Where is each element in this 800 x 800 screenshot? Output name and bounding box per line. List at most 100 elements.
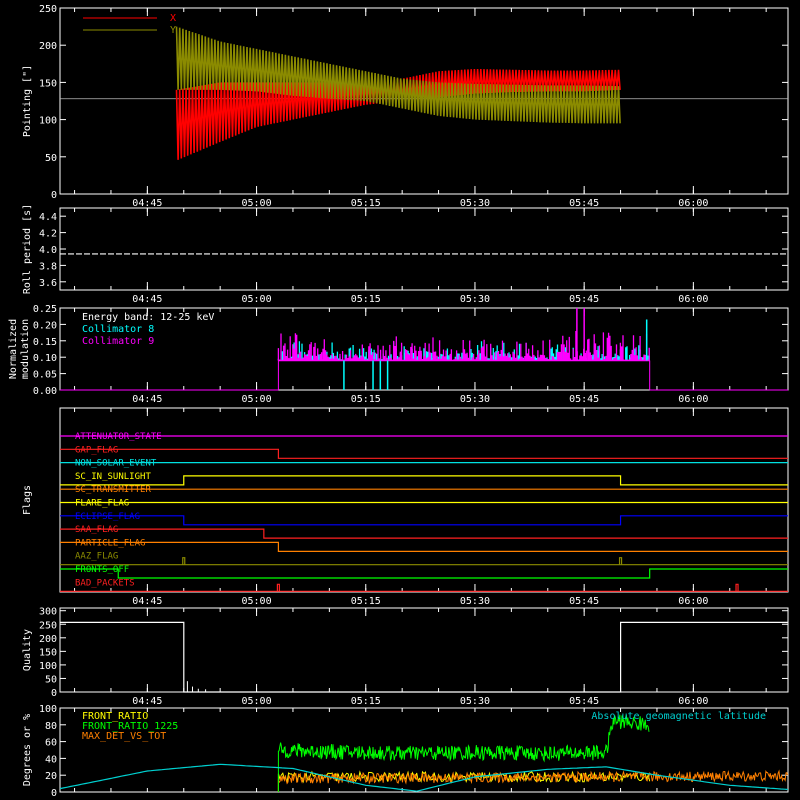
flag-line-eclipse-flag <box>60 515 788 526</box>
energy-band-annotation: Energy band: 12-25 keV <box>82 312 214 323</box>
x-tick-label: 05:30 <box>460 198 490 209</box>
y-tick-label: 4.0 <box>39 245 57 256</box>
legend-label: Collimator 9 <box>82 336 154 347</box>
x-tick-label: 04:45 <box>132 198 162 209</box>
y-tick-label: 3.8 <box>39 261 57 272</box>
y-tick-label: 80 <box>45 721 57 732</box>
x-tick-label: 04:45 <box>132 394 162 405</box>
x-tick-label: 05:15 <box>351 696 381 707</box>
flag-line-gap-flag <box>60 448 788 459</box>
ratio-series-front-ratio <box>277 770 651 792</box>
x-tick-label: 04:45 <box>132 696 162 707</box>
flag-label: FRONTS_OFF <box>75 565 129 575</box>
y-tick-label: 0.00 <box>33 386 57 397</box>
y-tick-label: 250 <box>39 620 57 631</box>
flag-line-particle-flag <box>60 541 788 552</box>
flag-pulse <box>618 557 623 565</box>
x-tick-label: 04:45 <box>132 294 162 305</box>
y-tick-label: 20 <box>45 771 57 782</box>
y-axis-label: Degrees or % <box>22 714 33 786</box>
legend-label: FRONT_RATIO <box>82 711 148 722</box>
y-tick-label: 0 <box>51 190 57 201</box>
flag-label: GAP_FLAG <box>75 445 118 455</box>
y-tick-label: 60 <box>45 738 57 749</box>
y-tick-label: 150 <box>39 647 57 658</box>
x-tick-label: 06:00 <box>678 596 708 607</box>
y-tick-label: 50 <box>45 674 57 685</box>
x-tick-label: 05:45 <box>569 198 599 209</box>
flag-label: ATTENUATOR_STATE <box>75 432 162 442</box>
x-tick-label: 05:45 <box>569 696 599 707</box>
legend-label: Collimator 8 <box>82 324 154 335</box>
y-tick-label: 200 <box>39 41 57 52</box>
y-tick-label: 100 <box>39 116 57 127</box>
y-tick-label: 250 <box>39 4 57 15</box>
flag-pulse <box>735 583 739 592</box>
x-tick-label: 05:00 <box>242 198 272 209</box>
x-tick-label: 05:45 <box>569 394 599 405</box>
flag-line-sc-in-sunlight <box>60 475 788 486</box>
flags-panel-frame <box>59 407 789 593</box>
x-tick-label: 06:00 <box>678 198 708 209</box>
y-axis-label: Roll period [s] <box>22 204 33 294</box>
x-tick-label: 05:45 <box>569 596 599 607</box>
y-tick-label: 0.15 <box>33 337 57 348</box>
legend-label: Y <box>170 25 176 36</box>
x-tick-label: 05:00 <box>242 596 272 607</box>
x-tick-label: 05:15 <box>351 596 381 607</box>
y-tick-label: 0 <box>51 788 57 799</box>
y-axis-label: Normalized <box>8 319 19 379</box>
flag-label: AAZ_FLAG <box>75 552 118 562</box>
flag-label: SC_TRANSMITTER <box>75 485 151 495</box>
y-tick-label: 300 <box>39 607 57 618</box>
y-axis-label: modulation <box>20 319 31 379</box>
x-tick-label: 05:15 <box>351 198 381 209</box>
modulation-panel-frame <box>59 307 789 391</box>
legend-label: MAX_DET_VS_TOT <box>82 731 166 742</box>
x-tick-label: 06:00 <box>678 294 708 305</box>
y-tick-label: 100 <box>39 704 57 715</box>
x-tick-label: 05:30 <box>460 294 490 305</box>
y-tick-label: 0.25 <box>33 304 57 315</box>
y-tick-label: 0.20 <box>33 320 57 331</box>
pointing-panel-frame <box>59 7 789 195</box>
flag-line-saa-flag <box>60 528 788 539</box>
x-tick-label: 06:00 <box>678 696 708 707</box>
flag-pulse <box>182 557 186 565</box>
pointing-series-y <box>175 26 621 124</box>
legend-label: FRONT_RATIO_1225 <box>82 721 178 732</box>
x-tick-label: 05:30 <box>460 394 490 405</box>
y-tick-label: 3.6 <box>39 278 57 289</box>
y-axis-label: Pointing ["] <box>22 65 33 137</box>
y-tick-label: 0.10 <box>33 353 57 364</box>
flag-label: BAD_PACKETS <box>75 578 135 588</box>
legend-label: X <box>170 13 176 24</box>
quality-panel-frame <box>59 607 789 693</box>
x-tick-label: 06:00 <box>678 394 708 405</box>
ratio-series-front-ratio-1225 <box>277 714 650 792</box>
x-tick-label: 05:00 <box>242 294 272 305</box>
y-tick-label: 50 <box>45 153 57 164</box>
flag-label: PARTICLE_FLAG <box>75 538 145 548</box>
x-tick-label: 05:30 <box>460 696 490 707</box>
x-tick-label: 04:45 <box>132 596 162 607</box>
y-tick-label: 4.4 <box>39 212 57 223</box>
x-tick-label: 05:45 <box>569 294 599 305</box>
x-tick-label: 05:00 <box>242 696 272 707</box>
y-tick-label: 150 <box>39 78 57 89</box>
quality-series <box>60 621 788 693</box>
x-tick-label: 05:15 <box>351 294 381 305</box>
flag-label: SC_IN_SUNLIGHT <box>75 472 151 482</box>
flag-label: SAA_FLAG <box>75 525 118 535</box>
x-tick-label: 05:00 <box>242 394 272 405</box>
x-tick-label: 05:15 <box>351 394 381 405</box>
y-tick-label: 4.2 <box>39 229 57 240</box>
y-tick-label: 200 <box>39 634 57 645</box>
ratio-series-max-det-vs-tot <box>277 769 789 792</box>
flag-pulse <box>276 583 280 592</box>
flag-line-fronts-off <box>60 568 788 579</box>
y-tick-label: 100 <box>39 661 57 672</box>
y-tick-label: 0 <box>51 688 57 699</box>
